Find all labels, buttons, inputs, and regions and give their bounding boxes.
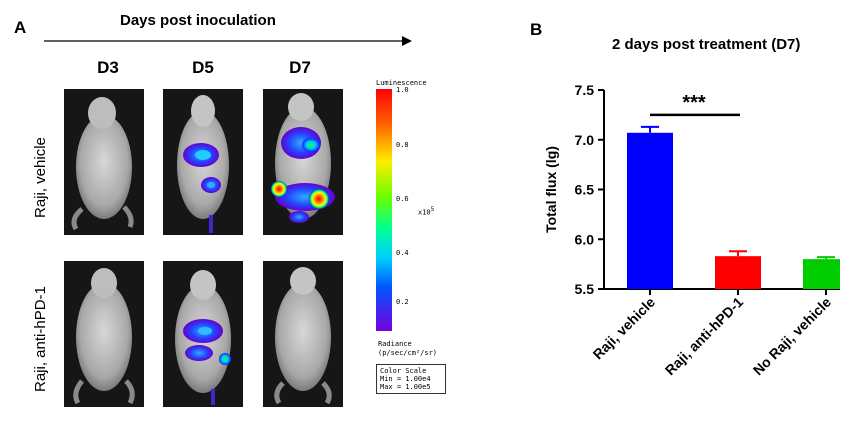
colorbar-tick-0.8: 0.8 xyxy=(396,141,409,149)
day-label-d3: D3 xyxy=(97,58,119,77)
mouse-image-vehicle-d5 xyxy=(163,89,243,235)
y-tick-label: 6.5 xyxy=(575,182,595,198)
x-tick-label: Raji, anti-hPD-1 xyxy=(662,294,747,379)
row-label-raji-anti-hpd1: Raji, anti-hPD-1 xyxy=(32,286,49,392)
timeline-arrow xyxy=(44,36,412,46)
luminescence-colorbar xyxy=(376,89,392,331)
color-scale-title: Color Scale xyxy=(380,367,427,375)
panel-b-letter: B xyxy=(530,20,543,39)
panel-a-letter: A xyxy=(14,18,27,37)
mouse-image-anti-hpd1-d3 xyxy=(64,261,144,407)
row-label-raji-vehicle: Raji, vehicle xyxy=(32,137,49,218)
bar-1 xyxy=(715,256,761,289)
mouse-image-anti-hpd1-d5 xyxy=(163,261,243,407)
color-scale-box: Color Scale Min = 1.00e4 Max = 1.00e5 xyxy=(376,364,446,394)
mouse-image-vehicle-d3 xyxy=(64,89,144,235)
radiance-units: (p/sec/cm²/sr) xyxy=(378,349,438,357)
colorbar-multiplier: x105 xyxy=(418,206,435,217)
y-tick-label: 6.0 xyxy=(575,231,595,247)
total-flux-bar-chart: 5.5 6.0 6.5 7.0 7.5 Total flux (lg) Raji, vehi… xyxy=(543,82,840,379)
mouse-image-vehicle-d7 xyxy=(263,89,343,235)
chart-title: 2 days post treatment (D7) xyxy=(612,36,801,53)
day-label-d5: D5 xyxy=(192,58,214,77)
colorbar-tick-0.4: 0.4 xyxy=(396,249,409,257)
radiance-label: Radiance xyxy=(378,340,412,348)
x-tick-label: Raji, vehicle xyxy=(590,294,659,363)
day-label-d7: D7 xyxy=(289,58,311,77)
days-post-inoculation-title: Days post inoculation xyxy=(120,12,276,29)
color-scale-min: Min = 1.00e4 xyxy=(380,375,431,383)
x-tick-label: No Raji, vehicle xyxy=(750,294,835,379)
y-tick-label: 5.5 xyxy=(575,281,595,297)
y-axis-label: Total flux (lg) xyxy=(543,146,559,233)
colorbar-tick-1.0: 1.0 xyxy=(396,86,409,94)
bar-0 xyxy=(627,132,673,289)
colorbar-tick-0.6: 0.6 xyxy=(396,195,409,203)
bar-2 xyxy=(803,259,840,289)
significance-label: *** xyxy=(682,92,706,114)
colorbar-tick-0.2: 0.2 xyxy=(396,298,409,306)
color-scale-max: Max = 1.00e5 xyxy=(380,383,431,391)
mouse-image-anti-hpd1-d7 xyxy=(263,261,343,407)
colorbar-title: Luminescence xyxy=(376,79,427,87)
y-tick-label: 7.0 xyxy=(575,132,595,148)
y-tick-label: 7.5 xyxy=(575,82,595,98)
